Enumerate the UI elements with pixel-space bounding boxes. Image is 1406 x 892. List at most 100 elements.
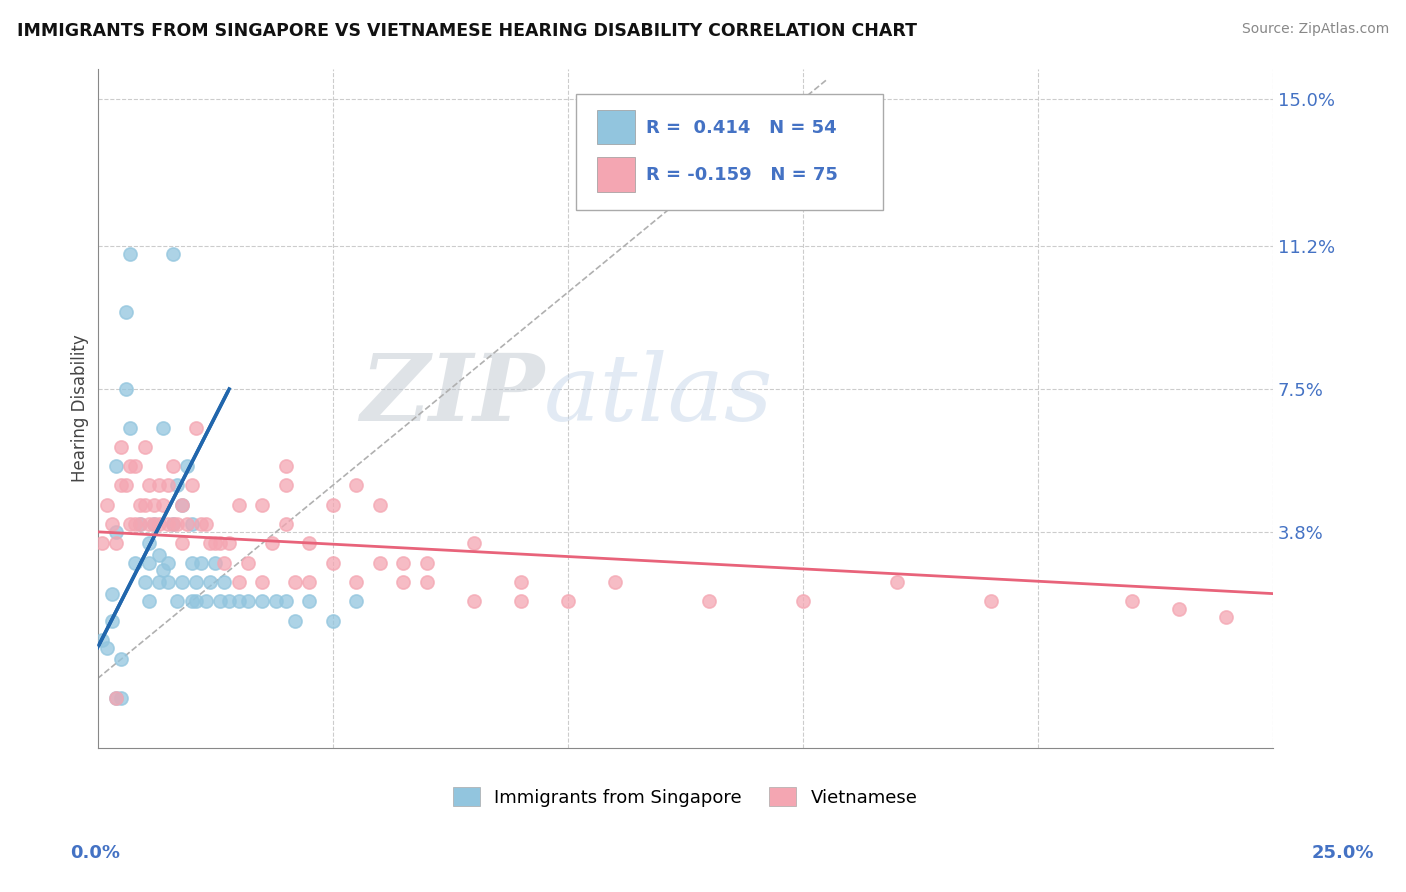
Point — [172, 574, 194, 589]
Point — [96, 640, 118, 655]
Text: 25.0%: 25.0% — [1312, 844, 1374, 862]
Point — [162, 247, 184, 261]
Point — [214, 556, 236, 570]
Point — [143, 517, 166, 532]
Point — [228, 574, 250, 589]
Point — [134, 498, 156, 512]
Point — [415, 574, 437, 589]
Point — [128, 517, 150, 532]
Point — [110, 652, 132, 666]
Point — [509, 594, 531, 608]
Point — [236, 594, 259, 608]
Point — [250, 574, 273, 589]
Point — [134, 574, 156, 589]
Point — [208, 594, 231, 608]
Text: IMMIGRANTS FROM SINGAPORE VS VIETNAMESE HEARING DISABILITY CORRELATION CHART: IMMIGRANTS FROM SINGAPORE VS VIETNAMESE … — [17, 22, 917, 40]
Point — [172, 498, 194, 512]
Point — [180, 594, 202, 608]
Point — [1121, 594, 1143, 608]
Point — [148, 478, 170, 492]
Point — [557, 594, 579, 608]
Point — [176, 459, 198, 474]
Point — [250, 498, 273, 512]
Point — [603, 574, 626, 589]
Point — [120, 517, 142, 532]
Point — [264, 594, 287, 608]
Point — [200, 574, 222, 589]
Point — [138, 536, 160, 550]
Point — [697, 594, 720, 608]
Point — [100, 586, 122, 600]
Point — [344, 574, 367, 589]
Point — [110, 440, 132, 454]
Point — [172, 536, 194, 550]
Bar — [598, 157, 634, 192]
Point — [236, 556, 259, 570]
Point — [124, 556, 146, 570]
Point — [322, 614, 344, 628]
Point — [284, 574, 307, 589]
Point — [143, 517, 166, 532]
Point — [172, 498, 194, 512]
Point — [228, 498, 250, 512]
Point — [186, 420, 208, 434]
Point — [284, 614, 307, 628]
Point — [96, 498, 118, 512]
Point — [114, 382, 136, 396]
Point — [166, 478, 188, 492]
Point — [100, 614, 122, 628]
Point — [138, 517, 160, 532]
Point — [218, 536, 240, 550]
Point — [128, 498, 150, 512]
Point — [228, 594, 250, 608]
Point — [166, 594, 188, 608]
Point — [368, 498, 391, 512]
Point — [148, 574, 170, 589]
Point — [322, 498, 344, 512]
Point — [204, 536, 226, 550]
Point — [110, 690, 132, 705]
Point — [120, 247, 142, 261]
Point — [157, 517, 180, 532]
Point — [138, 594, 160, 608]
Point — [509, 574, 531, 589]
Point — [180, 556, 202, 570]
Point — [204, 556, 226, 570]
Point — [157, 478, 180, 492]
Point — [792, 594, 814, 608]
Point — [176, 517, 198, 532]
Point — [180, 478, 202, 492]
Point — [143, 498, 166, 512]
Point — [152, 564, 174, 578]
Point — [105, 690, 128, 705]
Text: atlas: atlas — [544, 350, 773, 440]
Point — [298, 574, 321, 589]
Point — [105, 459, 128, 474]
Point — [105, 536, 128, 550]
Point — [186, 594, 208, 608]
Point — [322, 556, 344, 570]
Point — [105, 524, 128, 539]
Point — [1215, 609, 1237, 624]
Legend: Immigrants from Singapore, Vietnamese: Immigrants from Singapore, Vietnamese — [446, 780, 925, 814]
Point — [368, 556, 391, 570]
Point — [1167, 602, 1189, 616]
Point — [110, 478, 132, 492]
Point — [463, 536, 485, 550]
Point — [415, 556, 437, 570]
Point — [344, 478, 367, 492]
Point — [105, 690, 128, 705]
Point — [157, 574, 180, 589]
Point — [392, 556, 415, 570]
Point — [91, 632, 114, 647]
Point — [190, 556, 212, 570]
Point — [250, 594, 273, 608]
Bar — [598, 110, 634, 145]
Point — [138, 556, 160, 570]
Point — [157, 556, 180, 570]
Point — [218, 594, 240, 608]
Point — [194, 594, 217, 608]
Point — [134, 440, 156, 454]
Point — [200, 536, 222, 550]
Point — [208, 536, 231, 550]
